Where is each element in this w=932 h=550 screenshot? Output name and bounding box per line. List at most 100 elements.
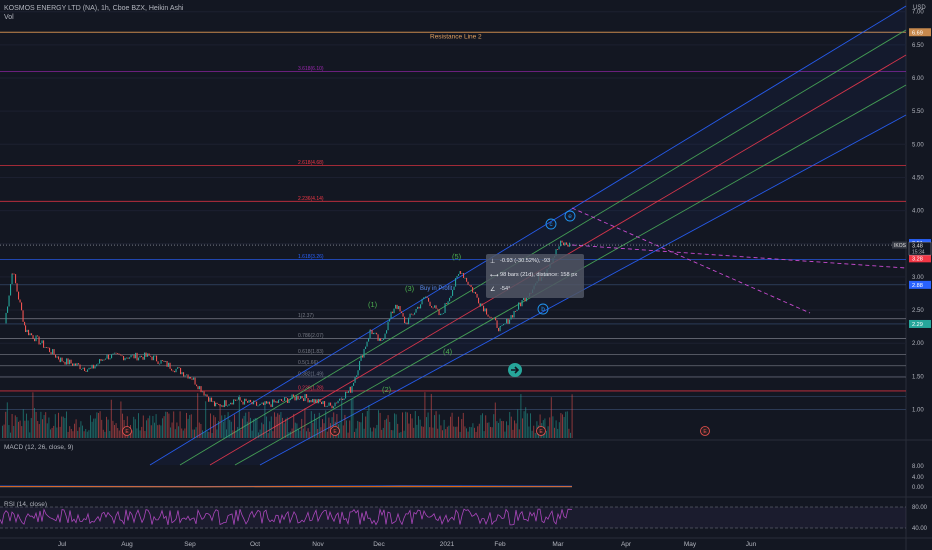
volume-bar [446,426,448,438]
price-candle [483,305,485,312]
price-candle [269,401,271,405]
volume-bar [53,425,55,438]
price-candle [253,400,255,405]
price-candle [336,402,338,404]
price-candle [363,349,365,358]
volume-bar [469,426,471,438]
price-candle [272,399,274,407]
price-candle [218,403,220,405]
volume-bar [322,419,323,438]
price-candle [120,354,122,356]
volume-bar [341,397,343,438]
price-candle [324,401,326,407]
price-candle [369,329,371,339]
price-candle [434,305,436,308]
price-candle [360,355,362,361]
price-candle [384,333,386,339]
volume-bar [78,427,80,438]
price-candle [270,404,272,407]
price-candle [348,390,350,393]
volume-bar [357,420,359,438]
price-candle [50,352,52,355]
price-candle [288,400,290,404]
price-candle [147,353,149,357]
volume-bar [480,415,482,438]
volume-bar [318,412,320,438]
price-candle [15,274,17,284]
volume-bar [478,423,480,438]
price-candle [489,316,491,318]
volume-bar [96,412,98,438]
price-candle [366,341,368,347]
price-candle [200,386,202,393]
price-candle [13,273,15,275]
volume-bar [312,422,314,438]
price-candle [79,364,81,370]
volume-bar [133,416,135,438]
volume-bar [347,432,349,438]
volume-bar [186,412,187,438]
price-candle [481,303,483,306]
volume-bar [184,428,186,438]
price-candle [168,362,170,367]
price-candle [12,273,14,275]
volume-bar [230,421,232,438]
price-candle [114,352,116,354]
volume-bar [352,398,354,438]
price-candle [139,355,141,358]
volume-bar [336,414,338,438]
price-candle [127,357,129,359]
price-candle [472,287,474,293]
price-tick-label: 3.00 [912,275,924,281]
price-candle [163,360,165,362]
price-candle [432,307,434,309]
volume-bar [202,430,203,438]
price-candle [523,297,525,300]
price-candle [118,353,120,355]
measure-tool-box[interactable]: ⊥ -0.93 (-30.52%), -93 ⟷ 98 bars (21d), … [486,254,584,298]
price-candle [227,405,229,407]
volume-bar [21,426,23,438]
price-candle [306,394,308,399]
price-range-icon: ⊥ [490,259,496,265]
price-candle [515,311,517,312]
price-candle [362,355,364,358]
volume-bar [243,415,245,438]
price-candle [153,355,155,361]
volume-bar [290,431,291,438]
volume-bar [208,431,210,438]
price-candle [425,296,427,298]
volume-bar [86,431,88,438]
price-candle [150,355,152,357]
volume-bar [298,429,299,438]
price-candle [141,355,143,357]
volume-bar [565,411,567,438]
price-candle [315,399,317,403]
price-tick-label: 7.00 [912,10,924,16]
volume-bar [37,421,39,438]
volume-bar [435,411,437,438]
price-candle [97,363,99,365]
price-candle [516,309,518,312]
price-candle [345,391,347,399]
earnings-marker-letter: E [539,429,543,435]
price-candle [91,364,93,369]
price-candle [261,402,263,404]
volume-bar [346,420,347,438]
price-candle [357,370,359,376]
volume-bar [566,411,568,438]
volume-bar [43,415,45,438]
volume-bar [205,401,207,438]
price-candle [133,354,135,359]
price-candle [239,397,241,401]
price-candle [453,286,455,291]
price-candle [567,244,569,247]
volume-bar [45,412,47,438]
volume-bar [104,431,106,438]
price-candle [518,302,520,310]
currency-label: USD [913,5,926,11]
price-candle [96,364,98,367]
volume-bar [66,411,67,438]
